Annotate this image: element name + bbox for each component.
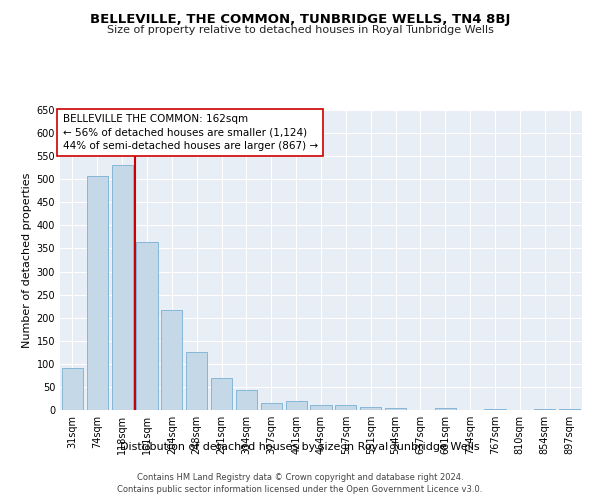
Text: Distribution of detached houses by size in Royal Tunbridge Wells: Distribution of detached houses by size … xyxy=(120,442,480,452)
Bar xyxy=(335,406,356,410)
Bar xyxy=(112,166,133,410)
Bar xyxy=(261,403,282,410)
Bar xyxy=(385,408,406,410)
Bar xyxy=(484,408,506,410)
Bar xyxy=(211,378,232,410)
Text: Contains HM Land Registry data © Crown copyright and database right 2024.: Contains HM Land Registry data © Crown c… xyxy=(137,472,463,482)
Bar xyxy=(286,401,307,410)
Bar xyxy=(87,176,108,410)
Bar xyxy=(236,390,257,410)
Bar xyxy=(559,408,580,410)
Text: Contains public sector information licensed under the Open Government Licence v3: Contains public sector information licen… xyxy=(118,485,482,494)
Text: BELLEVILLE THE COMMON: 162sqm
← 56% of detached houses are smaller (1,124)
44% o: BELLEVILLE THE COMMON: 162sqm ← 56% of d… xyxy=(62,114,318,151)
Y-axis label: Number of detached properties: Number of detached properties xyxy=(22,172,32,348)
Bar xyxy=(435,408,456,410)
Bar xyxy=(360,407,381,410)
Bar xyxy=(310,405,332,410)
Bar xyxy=(161,310,182,410)
Bar xyxy=(136,242,158,410)
Text: Size of property relative to detached houses in Royal Tunbridge Wells: Size of property relative to detached ho… xyxy=(107,25,493,35)
Bar xyxy=(534,408,555,410)
Text: BELLEVILLE, THE COMMON, TUNBRIDGE WELLS, TN4 8BJ: BELLEVILLE, THE COMMON, TUNBRIDGE WELLS,… xyxy=(90,12,510,26)
Bar xyxy=(62,368,83,410)
Bar xyxy=(186,352,207,410)
